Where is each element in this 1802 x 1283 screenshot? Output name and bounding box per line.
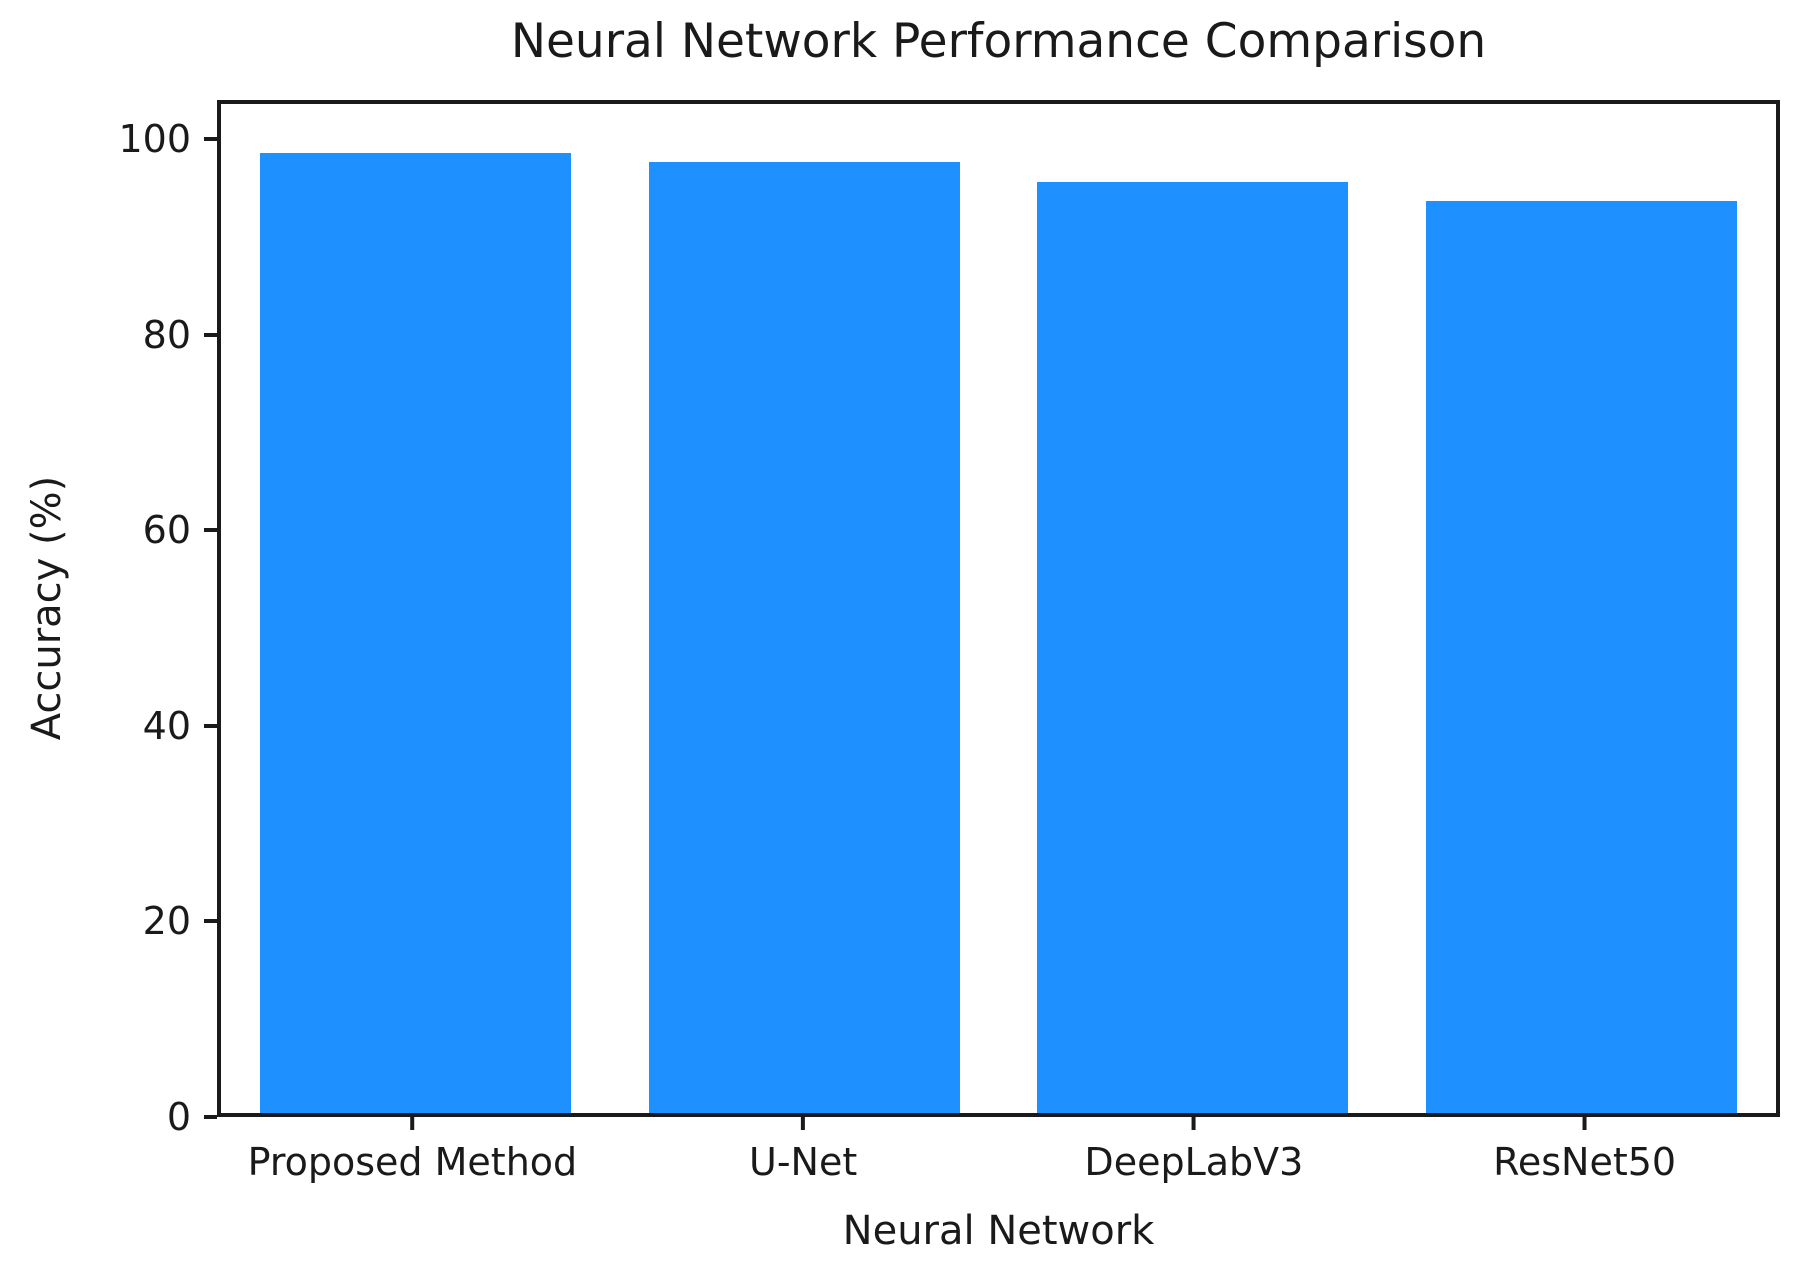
- x-tick-proposed-method: Proposed Method: [247, 1117, 578, 1184]
- y-tick-mark: [204, 723, 217, 728]
- x-tick-label: U-Net: [749, 1140, 858, 1184]
- bar-u-net: [648, 162, 960, 1113]
- x-tick-mark: [410, 1117, 415, 1130]
- y-tick-mark: [204, 1115, 217, 1119]
- x-tick-mark: [1191, 1117, 1196, 1130]
- x-tick-resnet50: ResNet50: [1493, 1117, 1676, 1184]
- y-axis: 0 20 40 60 80 100: [0, 100, 217, 1136]
- x-tick-label: ResNet50: [1493, 1140, 1677, 1184]
- y-tick-label: 0: [166, 1095, 191, 1139]
- y-tick-label: 40: [142, 703, 191, 748]
- x-tick-u-net: U-Net: [749, 1117, 857, 1184]
- x-axis-title: Neural Network: [842, 1208, 1155, 1254]
- y-tick-80: 80: [143, 316, 217, 354]
- x-tick-mark: [1582, 1117, 1587, 1130]
- bar-proposed-method: [259, 152, 571, 1113]
- bar-slot-u-net: [610, 104, 999, 1113]
- x-tick-label: Proposed Method: [247, 1140, 578, 1184]
- y-tick-20: 20: [143, 902, 217, 940]
- y-tick-100: 100: [118, 120, 217, 158]
- y-tick-0: 0: [167, 1098, 217, 1136]
- x-tick-deeplabv3: DeepLabV3: [1084, 1117, 1303, 1184]
- bar-resnet50: [1426, 201, 1738, 1113]
- x-tick-label: DeepLabV3: [1084, 1140, 1304, 1184]
- bar-deeplabv3: [1037, 181, 1349, 1113]
- y-tick-label: 20: [142, 899, 191, 944]
- y-tick-mark: [204, 137, 217, 142]
- y-tick-60: 60: [143, 511, 217, 549]
- y-tick-label: 60: [142, 508, 191, 553]
- plot-area: [217, 100, 1780, 1117]
- bar-slot-proposed-method: [221, 104, 610, 1113]
- y-tick-mark: [204, 332, 217, 337]
- y-tick-label: 80: [142, 312, 191, 357]
- x-axis: Proposed Method U-Net DeepLabV3 ResNet50: [217, 1117, 1780, 1217]
- x-tick-mark: [801, 1117, 806, 1130]
- bar-slot-resnet50: [1387, 104, 1776, 1113]
- chart-title: Neural Network Performance Comparison: [510, 14, 1487, 69]
- y-tick-mark: [204, 919, 217, 924]
- y-tick-label: 100: [118, 117, 191, 162]
- bar-slot-deeplabv3: [999, 104, 1388, 1113]
- y-tick-mark: [204, 528, 217, 533]
- y-tick-40: 40: [143, 707, 217, 745]
